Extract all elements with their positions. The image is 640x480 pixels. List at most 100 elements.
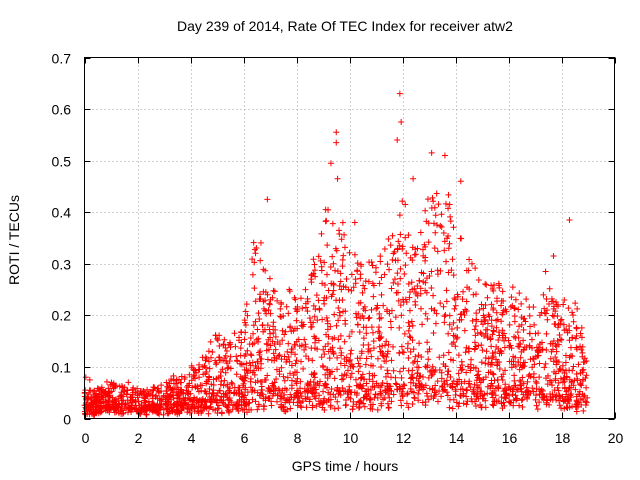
data-point [252,363,259,370]
data-point [468,260,475,267]
data-point [366,259,373,266]
data-point [378,291,385,298]
data-point [423,390,430,397]
data-point [319,362,326,369]
data-point [335,305,342,312]
data-point [491,377,498,384]
data-point [244,347,251,354]
data-point [495,337,502,344]
data-point [452,333,459,340]
data-point [272,326,279,333]
data-point [370,362,377,369]
data-point [247,384,254,391]
data-point [516,290,523,297]
data-point [290,399,297,406]
x-tick-label: 18 [555,430,571,446]
data-point [248,352,255,359]
data-point [399,392,406,399]
data-point [163,387,170,394]
data-point [195,409,202,416]
data-point [449,256,456,263]
data-point [438,393,445,400]
data-point [313,403,320,410]
data-point [189,398,196,405]
data-point [529,385,536,392]
data-point [225,407,232,414]
data-point [581,355,588,362]
data-point [355,382,362,389]
data-point [446,201,453,208]
data-point [113,404,120,411]
data-point [369,401,376,408]
data-point [311,313,318,320]
data-point [435,398,442,405]
data-point [472,365,479,372]
data-point [203,355,210,362]
data-point [280,373,287,380]
data-point [304,308,311,315]
data-point [454,291,461,298]
data-point [557,317,564,324]
data-point [556,402,563,409]
data-point [536,374,543,381]
data-point [151,384,158,391]
data-point [560,397,567,404]
data-point [533,402,540,409]
data-point [339,256,346,263]
data-point [447,373,454,380]
data-point [459,296,466,303]
data-point [123,391,130,398]
data-point [288,362,295,369]
data-point [106,405,113,412]
data-point [341,371,348,378]
data-point [367,387,374,394]
data-point [140,387,147,394]
data-point [266,300,273,307]
data-point [344,367,351,374]
data-point [243,402,250,409]
data-point [285,310,292,317]
data-point [224,381,231,388]
data-point [198,407,205,414]
data-point [446,312,453,319]
data-point [381,245,388,252]
data-point [218,410,225,417]
data-point [330,287,337,294]
data-point [223,347,230,354]
data-point [415,397,422,404]
data-point [489,389,496,396]
data-point [372,391,379,398]
data-point [176,398,183,405]
data-point [173,376,180,383]
data-point [103,378,110,385]
data-point [458,380,465,387]
data-point [405,280,412,287]
data-point [583,372,590,379]
data-point [273,376,280,383]
data-point [378,364,385,371]
data-point [425,356,432,363]
data-point [551,368,558,375]
data-point [473,395,480,402]
data-point [270,330,277,337]
data-point [244,312,251,319]
data-point [315,337,322,344]
data-point [298,404,305,411]
data-point [543,330,550,337]
data-point [190,373,197,380]
data-point [388,398,395,405]
data-point [266,385,273,392]
data-point [434,378,441,385]
x-axis-label: GPS time / hours [292,458,399,474]
data-point [334,175,341,182]
data-point [308,279,315,286]
data-point [550,253,557,260]
data-point [128,408,135,415]
data-point [203,403,210,410]
data-point [242,351,249,358]
data-point [402,296,409,303]
data-point [195,403,202,410]
data-point [464,398,471,405]
data-point [290,372,297,379]
data-point [552,375,559,382]
